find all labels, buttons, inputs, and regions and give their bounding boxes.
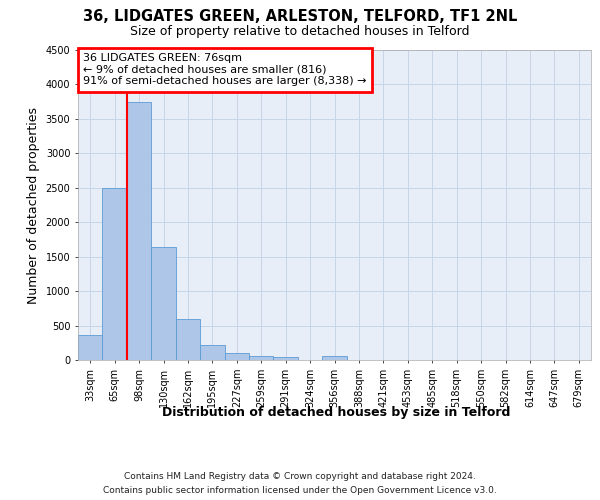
Bar	[322, 356, 347, 360]
Bar	[274, 357, 298, 360]
Text: 36, LIDGATES GREEN, ARLESTON, TELFORD, TF1 2NL: 36, LIDGATES GREEN, ARLESTON, TELFORD, T…	[83, 9, 517, 24]
Bar	[224, 353, 249, 360]
Bar	[103, 188, 127, 360]
Bar	[200, 344, 224, 360]
Bar	[151, 247, 176, 360]
Text: Contains HM Land Registry data © Crown copyright and database right 2024.: Contains HM Land Registry data © Crown c…	[124, 472, 476, 481]
Bar	[78, 334, 103, 360]
Text: 36 LIDGATES GREEN: 76sqm
← 9% of detached houses are smaller (816)
91% of semi-d: 36 LIDGATES GREEN: 76sqm ← 9% of detache…	[83, 53, 367, 86]
Y-axis label: Number of detached properties: Number of detached properties	[27, 106, 40, 304]
Bar	[127, 102, 151, 360]
Bar	[176, 319, 200, 360]
Text: Contains public sector information licensed under the Open Government Licence v3: Contains public sector information licen…	[103, 486, 497, 495]
Bar	[249, 356, 274, 360]
Text: Size of property relative to detached houses in Telford: Size of property relative to detached ho…	[130, 25, 470, 38]
Text: Distribution of detached houses by size in Telford: Distribution of detached houses by size …	[162, 406, 510, 419]
